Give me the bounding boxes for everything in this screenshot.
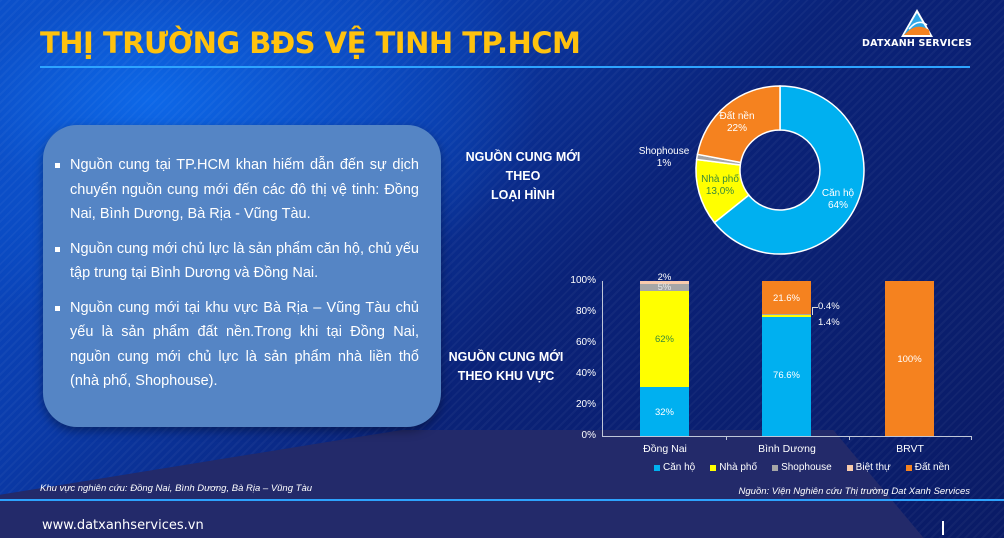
bullet-square-icon	[55, 246, 60, 252]
x-axis	[602, 436, 972, 437]
bar-binh-duong-can-ho	[762, 317, 811, 436]
legend-item-dat-nen: Đất nền	[905, 462, 950, 473]
bar-brvt-dat-nen	[885, 281, 934, 436]
footer-divider	[0, 499, 1004, 501]
donut-label-dat-nen: Đất nền 22%	[712, 111, 762, 135]
x-tick	[849, 436, 850, 440]
leader-line	[812, 307, 818, 315]
donut-slice-can-ho	[713, 85, 865, 255]
legend-label: Căn hộ	[663, 462, 696, 473]
legend-item-nha-pho: Nhà phố	[710, 462, 757, 473]
y-tick: 60%	[575, 337, 596, 348]
stacked-bar-chart: 100% 80% 60% 40% 20% 0% 32% 62% 5% 2% 76…	[560, 270, 980, 490]
label-value: 22%	[726, 123, 747, 134]
bar-dong-nai-nha-pho	[640, 291, 689, 387]
summary-bullet: Nguồn cung mới chủ lực là sản phẩm căn h…	[53, 237, 419, 286]
y-tick: 80%	[575, 306, 596, 317]
bar-label: 0.4%	[818, 301, 840, 312]
donut-label-nha-pho: Nhà phố 13,0%	[698, 174, 742, 198]
chart-legend: Căn hộ Nhà phố Shophouse Biệt thự Đất nề…	[654, 462, 950, 473]
legend-item-biet-thu: Biệt thự	[846, 462, 891, 473]
bullet-square-icon	[55, 163, 60, 168]
bar-binh-duong-dat-nen	[762, 281, 811, 314]
summary-box: Nguồn cung tại TP.HCM khan hiếm dẫn đến …	[43, 125, 441, 427]
bar-label: 76.6%	[773, 370, 800, 381]
y-tick: 40%	[575, 368, 596, 379]
bar-label: 5%	[657, 282, 672, 293]
label-by-area-line1: NGUỒN CUNG MỚI	[448, 350, 564, 364]
legend-item-shophouse: Shophouse	[772, 462, 832, 473]
label-value: 1%	[656, 158, 672, 169]
legend-label: Biệt thự	[855, 462, 891, 473]
legend-label: Shophouse	[781, 462, 832, 473]
bar-dong-nai-can-ho	[640, 387, 689, 436]
bar-label: 32%	[654, 407, 674, 418]
study-area-note: Khu vực nghiên cứu: Đồng Nai, Bình Dương…	[40, 483, 313, 494]
legend-label: Đất nền	[914, 462, 950, 473]
bar-label: 1.4%	[818, 317, 840, 328]
legend-item-can-ho: Căn hộ	[654, 462, 695, 473]
donut-slice-dat-nen	[696, 85, 781, 164]
page-marker	[942, 521, 944, 535]
label-by-type-line1: NGUỒN CUNG MỚI THEO	[465, 150, 581, 183]
bar-dong-nai-biet-thu	[640, 281, 689, 284]
bar-label: 21.6%	[773, 293, 800, 304]
label-by-type: NGUỒN CUNG MỚI THEO LOẠI HÌNH	[448, 148, 598, 205]
bar-label: 62%	[654, 334, 674, 345]
label-value: 64%	[827, 200, 848, 211]
donut-label-can-ho: Căn hộ 64%	[816, 188, 860, 212]
x-category-label: BRVT	[896, 443, 924, 455]
bar-label: 100%	[897, 354, 922, 365]
source-note: Nguồn: Viện Nghiên cứu Thị trường Dat Xa…	[738, 486, 970, 497]
bullet-text: Nguồn cung mới tại khu vực Bà Rịa – Vũng…	[70, 299, 419, 390]
legend-swatch-icon	[905, 464, 912, 471]
bar-label: 2%	[657, 272, 672, 283]
y-axis	[602, 281, 603, 437]
summary-bullet: Nguồn cung tại TP.HCM khan hiếm dẫn đến …	[53, 153, 419, 227]
y-tick: 20%	[575, 399, 596, 410]
logo-triangle-icon	[901, 9, 933, 37]
donut-chart: Đất nền 22% Shophouse 1% Nhà phố 13,0% C…	[639, 80, 870, 260]
page-title: THỊ TRƯỜNG BĐS VỆ TINH TP.HCM	[40, 26, 581, 60]
bullet-text: Nguồn cung mới chủ lực là sản phẩm căn h…	[70, 240, 419, 282]
x-category-label: Đồng Nai	[643, 443, 687, 455]
donut-svg	[695, 85, 865, 255]
bullet-square-icon	[55, 305, 60, 311]
x-tick	[726, 436, 727, 440]
y-tick: 0%	[581, 430, 596, 441]
title-divider	[40, 66, 970, 68]
label-by-area: NGUỒN CUNG MỚI THEO KHU VỰC	[443, 348, 569, 386]
label-value: 13,0%	[705, 186, 735, 197]
label-name: Shophouse	[638, 146, 690, 157]
y-tick: 100%	[570, 275, 596, 286]
legend-swatch-icon	[846, 464, 853, 471]
bullet-text: Nguồn cung tại TP.HCM khan hiếm dẫn đến …	[70, 157, 419, 222]
bar-binh-duong-nha-pho	[762, 315, 811, 317]
website-link[interactable]: www.datxanhservices.vn	[42, 518, 204, 533]
label-name: Đất nền	[719, 111, 755, 122]
legend-swatch-icon	[710, 464, 717, 471]
legend-swatch-icon	[654, 464, 660, 471]
x-category-label: Bình Dương	[758, 443, 816, 455]
bar-binh-duong-shophouse	[762, 314, 811, 315]
summary-bullet: Nguồn cung mới tại khu vực Bà Rịa – Vũng…	[53, 296, 419, 394]
donut-label-shophouse: Shophouse 1%	[632, 146, 696, 170]
label-by-type-line2: LOẠI HÌNH	[491, 188, 555, 202]
label-name: Nhà phố	[701, 174, 739, 185]
company-logo: DATXANH SERVICES	[862, 8, 972, 52]
x-tick	[971, 436, 972, 440]
legend-label: Nhà phố	[719, 462, 758, 473]
label-by-area-line2: THEO KHU VỰC	[457, 369, 555, 383]
bar-dong-nai-shophouse	[640, 284, 689, 291]
label-name: Căn hộ	[821, 188, 855, 199]
logo-text: DATXANH SERVICES	[862, 38, 972, 49]
legend-swatch-icon	[772, 464, 779, 471]
